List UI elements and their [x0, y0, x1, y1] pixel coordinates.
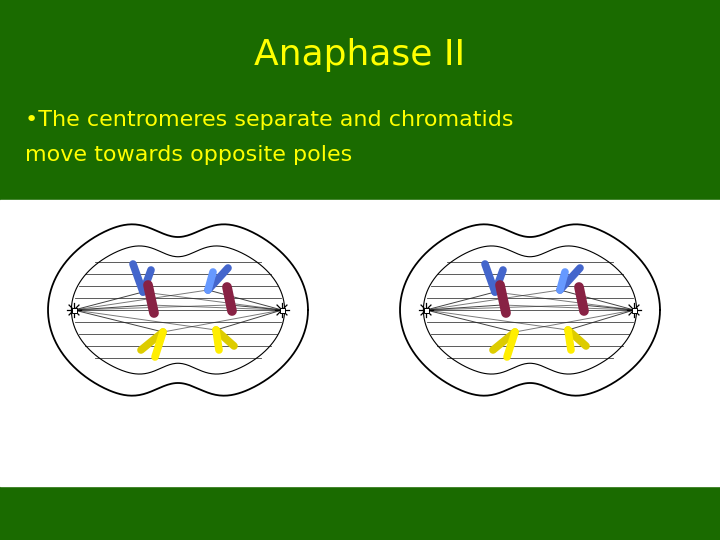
Bar: [71, 307, 76, 313]
Text: •The centromeres separate and chromatids: •The centromeres separate and chromatids: [25, 110, 513, 130]
Bar: [279, 307, 284, 313]
Bar: [631, 307, 636, 313]
Text: move towards opposite poles: move towards opposite poles: [25, 145, 352, 165]
Text: Anaphase II: Anaphase II: [254, 38, 466, 72]
Bar: [0, 200, 720, 486]
Bar: [423, 307, 428, 313]
